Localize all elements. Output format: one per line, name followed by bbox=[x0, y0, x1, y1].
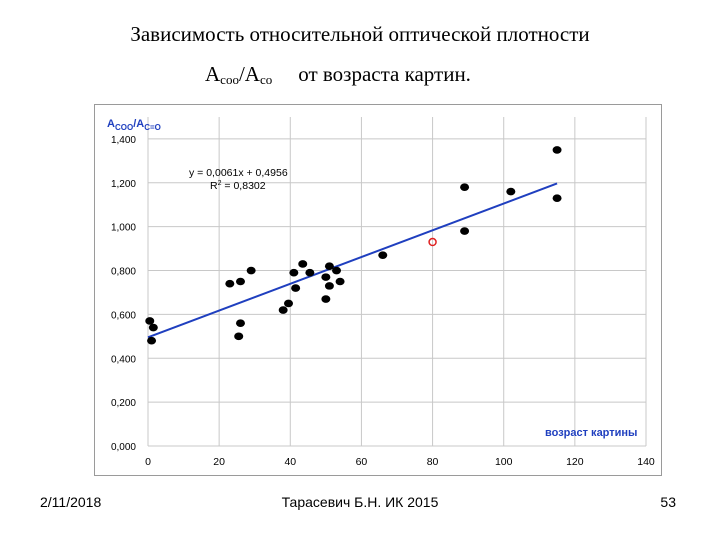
grid-lines bbox=[147, 117, 647, 447]
y-tick-label: 0,000 bbox=[111, 442, 136, 453]
x-tick-label: 40 bbox=[284, 456, 296, 468]
y-axis-label: ACOO/AC=O bbox=[107, 118, 161, 132]
y-tick-label: 1,000 bbox=[111, 223, 136, 234]
highlight-point bbox=[428, 237, 437, 247]
x-tick-label: 120 bbox=[566, 456, 584, 468]
y-tick-label: 0,600 bbox=[111, 310, 136, 321]
data-point bbox=[291, 284, 301, 292]
scatter-chart-svg: 0,000 0,200 0,400 0,600 0,800 1,000 1,200 1,400… bbox=[107, 117, 655, 468]
data-point bbox=[148, 323, 158, 332]
data-point bbox=[284, 299, 294, 308]
title-a-sub: coo bbox=[220, 72, 239, 87]
data-point bbox=[305, 268, 315, 277]
slide-title-line2: Acoo/Aco от возраста картин. bbox=[205, 62, 471, 88]
x-tick-label: 0 bbox=[145, 456, 151, 468]
footer-author: Тарасевич Б.Н. ИК 2015 bbox=[281, 494, 439, 510]
data-point bbox=[298, 260, 308, 268]
x-tick-label: 140 bbox=[637, 456, 655, 468]
footer-date: 2/11/2018 bbox=[40, 494, 102, 510]
data-point bbox=[145, 317, 155, 325]
data-point bbox=[278, 306, 288, 314]
data-point bbox=[335, 277, 345, 286]
data-point bbox=[225, 279, 235, 288]
data-point bbox=[552, 146, 562, 154]
data-point bbox=[321, 295, 331, 303]
x-tick-label: 80 bbox=[427, 456, 439, 468]
trendline bbox=[147, 182, 558, 339]
r-squared: R2 = 0,8302 bbox=[210, 180, 266, 192]
x-tick-labels: 0 20 40 60 80 100 120 140 bbox=[145, 456, 655, 468]
title-b-sub: co bbox=[259, 72, 273, 87]
trend-equation: y = 0,0061x + 0,4956 bbox=[189, 167, 288, 179]
title-sep: /A bbox=[238, 62, 260, 86]
chart-area: 0,000 0,200 0,400 0,600 0,800 1,000 1,200 1,400… bbox=[94, 104, 662, 476]
data-point bbox=[234, 332, 244, 341]
y-tick-label: 1,400 bbox=[111, 135, 136, 146]
title-a: A bbox=[205, 62, 221, 86]
data-point bbox=[147, 336, 157, 345]
x-tick-label: 100 bbox=[495, 456, 513, 468]
data-point bbox=[378, 251, 388, 259]
data-point bbox=[460, 227, 470, 235]
data-points bbox=[145, 146, 562, 345]
data-point bbox=[460, 183, 470, 191]
x-tick-label: 60 bbox=[356, 456, 368, 468]
data-point bbox=[235, 319, 245, 327]
slide-title-line1: Зависимость относительной оптической пло… bbox=[130, 22, 590, 46]
y-tick-label: 0,400 bbox=[111, 354, 136, 365]
y-tick-label: 1,200 bbox=[111, 179, 136, 190]
data-point bbox=[324, 282, 334, 290]
x-tick-label: 20 bbox=[213, 456, 225, 468]
data-point bbox=[235, 277, 245, 286]
y-tick-label: 0,800 bbox=[111, 267, 136, 278]
data-point bbox=[324, 262, 334, 270]
footer-page-number: 53 bbox=[660, 494, 676, 510]
x-axis-label: возраст картины bbox=[545, 427, 637, 439]
data-point bbox=[552, 194, 562, 202]
data-point bbox=[321, 273, 331, 281]
data-point bbox=[246, 266, 256, 275]
data-point bbox=[332, 266, 342, 275]
y-tick-label: 0,200 bbox=[111, 398, 136, 409]
y-tick-labels: 0,000 0,200 0,400 0,600 0,800 1,000 1,200 1,400 bbox=[111, 135, 136, 453]
data-point bbox=[506, 187, 516, 196]
data-point bbox=[289, 268, 299, 277]
title-rest: от возраста картин. bbox=[298, 62, 471, 86]
